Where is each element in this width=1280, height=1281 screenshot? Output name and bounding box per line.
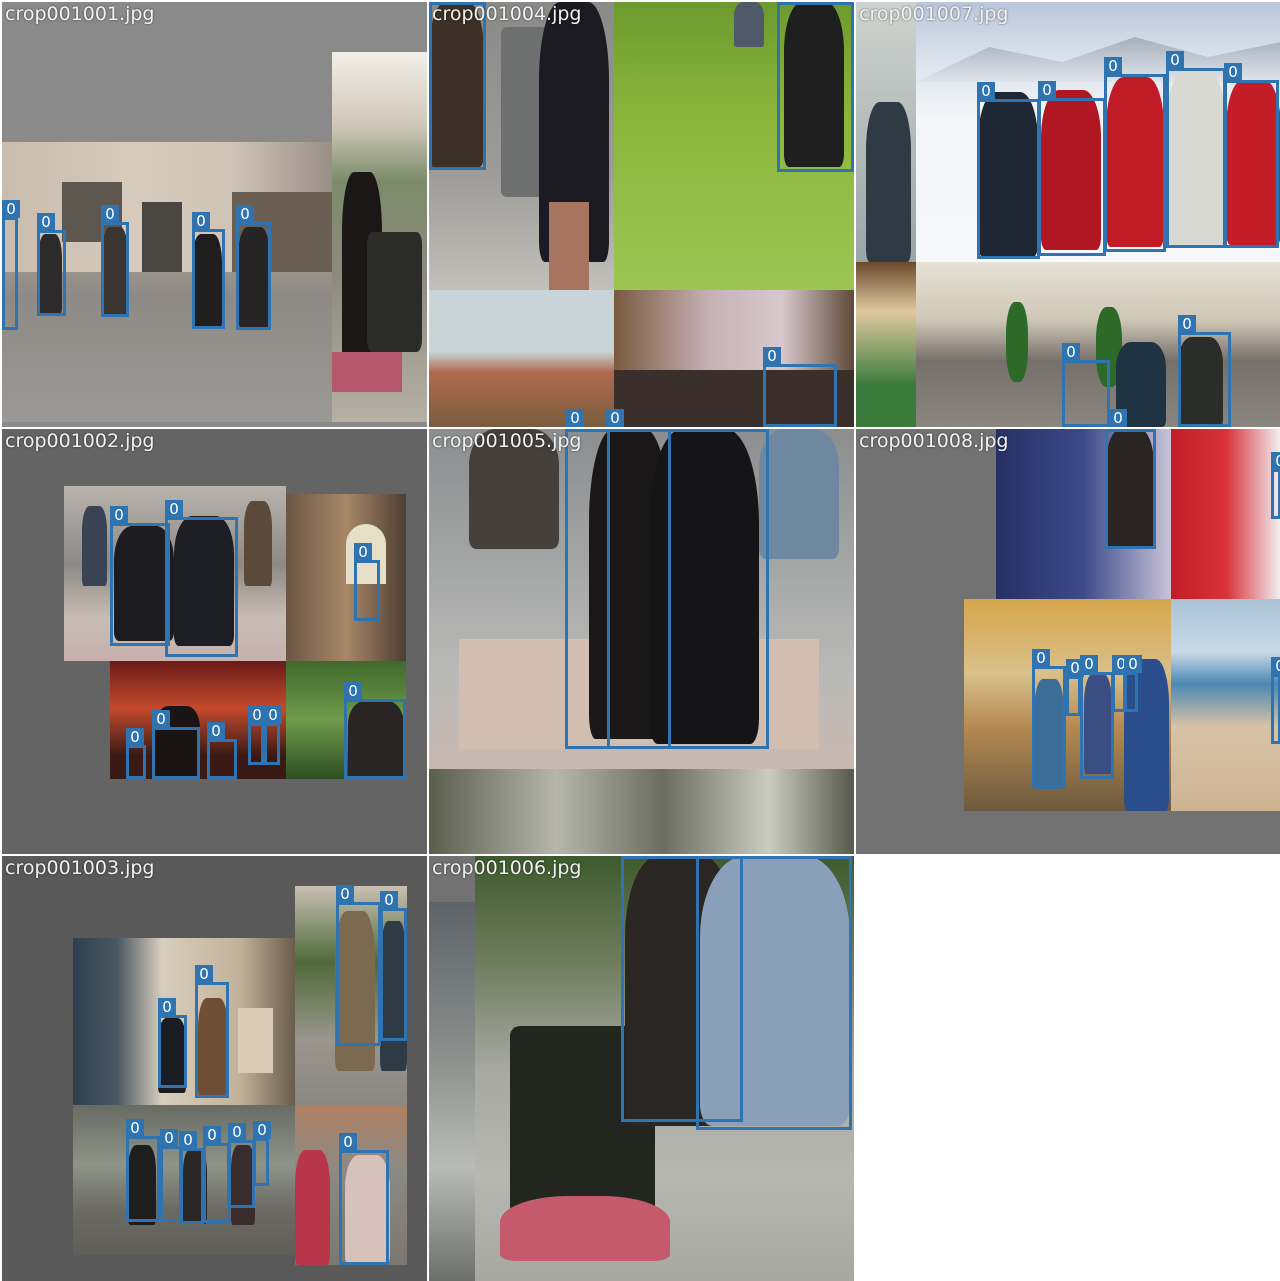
person-bounding-box: 0 [621,856,743,1122]
person-bounding-box: 0 [429,2,486,170]
person-bounding-box: 0 [203,1126,230,1223]
person-bounding-box: 0 [380,891,407,1041]
person-bounding-box: 0 [207,722,237,779]
person-bounding-box: 0 [763,347,837,427]
person-bounding-box: 0 [236,205,271,330]
person-bounding-box: 0 [696,856,852,1130]
person-bounding-box: 0 [165,500,238,657]
person-bounding-box: 0 [1271,657,1280,744]
tile-filename: crop001007.jpg [859,3,1009,25]
shop-window-photo [856,262,916,427]
red-jacket-photo [1171,429,1280,599]
person-bounding-box: 0 [336,885,381,1046]
person-bounding-box: 0 [354,543,380,621]
person-bounding-box: 0 [1104,57,1166,252]
fountain-photo [429,769,854,854]
person-bounding-box: 0 [228,1123,255,1208]
mosaic-tile-crop001003: 0 0 0 0 0 0 0 0 0 0 0 crop001003.jpg [2,856,427,1281]
crowd-photo [295,1105,407,1265]
person-bounding-box: 0 [339,1133,389,1265]
left-strip-photo [429,902,475,1281]
person-bounding-box: 0 [1080,655,1114,779]
person-bounding-box: 0 [1178,315,1231,427]
people-photo [856,2,916,262]
person-bounding-box: 0 [126,1119,160,1222]
person-bounding-box: 0 [777,2,854,172]
tile-filename: crop001003.jpg [5,857,155,879]
busker-photo [475,856,854,1281]
person-bounding-box: 0 [344,682,406,779]
tile-filename: crop001002.jpg [5,430,155,452]
tile-filename: crop001006.jpg [432,857,582,879]
lawn-photo [614,2,854,290]
person-bounding-box: 0 [192,212,225,329]
person-bounding-box: 0 [1124,655,1142,712]
person-bounding-box: 0 [977,82,1040,259]
person-bounding-box: 0 [101,205,129,317]
shopping-street-photo [916,262,1280,427]
person-bounding-box: 0 [264,706,282,765]
person-bounding-box: 0 [179,1131,204,1224]
tile-filename: crop001005.jpg [432,430,582,452]
plaza-photo [429,2,614,290]
street-photo [2,142,332,422]
mosaic-tile-crop001007: 0 0 0 0 0 0 0 0 crop001007.jpg [856,2,1280,427]
mosaic-tile-crop001001: 0 0 0 0 0 crop001001.jpg [2,2,427,427]
mosaic-tile-crop001006: 0 0 crop001006.jpg [429,856,854,1281]
dancer-photo [332,52,427,422]
city-view-photo [429,290,614,427]
person-bounding-box: 0 [158,998,187,1088]
garden-photo [286,661,406,779]
person-bounding-box: 0 [110,506,170,646]
mosaic-tile-crop001008: 0 0 0 0 0 0 0 0 crop001008.jpg [856,429,1280,854]
person-bounding-box: 0 [195,965,229,1098]
mosaic-tile-crop001005: 0 0 crop001005.jpg [429,429,854,854]
square-photo [614,290,854,427]
person-bounding-box: 0 [37,213,66,316]
mosaic-tile-crop001002: 0 0 0 0 0 0 0 0 0 crop001002.jpg [2,429,427,854]
person-bounding-box: 0 [1105,429,1156,549]
person-bounding-box: 0 [253,1121,271,1186]
mosaic-tile-crop001004: 0 0 0 0 0 crop001004.jpg [429,2,854,427]
person-bounding-box: 0 [1166,51,1226,248]
person-bounding-box: 0 [1066,659,1084,716]
arch-photo [286,494,406,661]
person-bounding-box: 0 [1224,63,1279,248]
person-bounding-box: 0 [152,710,200,779]
ski-photo [916,2,1280,262]
car-show-photo [996,429,1171,599]
person-bounding-box: 0 [2,200,20,330]
person-bounding-box: 0 [1032,649,1066,788]
tile-filename: crop001008.jpg [859,430,1009,452]
person-bounding-box: 0 [126,728,146,779]
person-bounding-box: 0 [1271,452,1280,519]
person-bounding-box: 0 [607,429,769,749]
beach-photo [1171,599,1280,811]
person-bounding-box: 0 [1062,343,1110,427]
tile-filename: crop001001.jpg [5,3,155,25]
tango-street-photo [64,486,286,661]
empty-mosaic-slot [856,856,1280,1280]
tile-filename: crop001004.jpg [432,3,582,25]
person-bounding-box: 0 [248,706,266,765]
tango-closeup-photo [429,429,854,769]
person-bounding-box: 0 [1038,81,1106,256]
